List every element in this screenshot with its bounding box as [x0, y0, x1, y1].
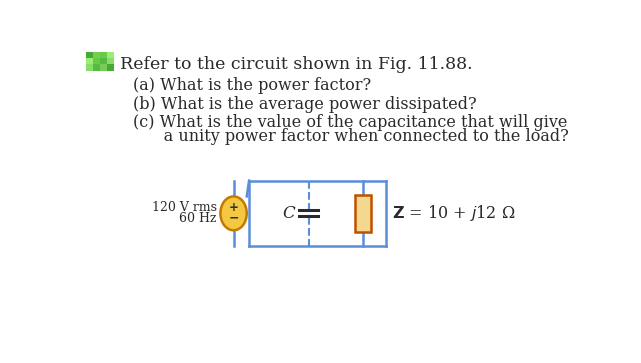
Bar [100, 52, 107, 58]
Bar [94, 58, 100, 64]
Text: $\mathbf{Z}$ = 10 + $j$12 Ω: $\mathbf{Z}$ = 10 + $j$12 Ω [392, 203, 516, 223]
Text: Refer to the circuit shown in Fig. 11.88.: Refer to the circuit shown in Fig. 11.88… [121, 56, 473, 73]
Text: C: C [283, 205, 296, 222]
Text: (a) What is the power factor?: (a) What is the power factor? [133, 77, 371, 94]
Bar [107, 64, 114, 70]
Bar [107, 58, 114, 64]
Text: a unity power factor when connected to the load?: a unity power factor when connected to t… [133, 128, 569, 145]
Bar [87, 64, 94, 70]
Text: 120 V rms: 120 V rms [151, 201, 217, 215]
Bar [100, 64, 107, 70]
Text: 60 Hz: 60 Hz [179, 212, 217, 225]
Ellipse shape [221, 196, 247, 230]
Bar [107, 52, 114, 58]
Bar [94, 52, 100, 58]
Bar [355, 195, 370, 232]
Text: (c) What is the value of the capacitance that will give: (c) What is the value of the capacitance… [133, 114, 567, 131]
Bar [87, 52, 94, 58]
Bar [87, 58, 94, 64]
Bar [100, 58, 107, 64]
Text: (b) What is the average power dissipated?: (b) What is the average power dissipated… [133, 96, 476, 113]
Text: −: − [228, 212, 239, 224]
Bar [94, 64, 100, 70]
Text: +: + [229, 201, 238, 215]
